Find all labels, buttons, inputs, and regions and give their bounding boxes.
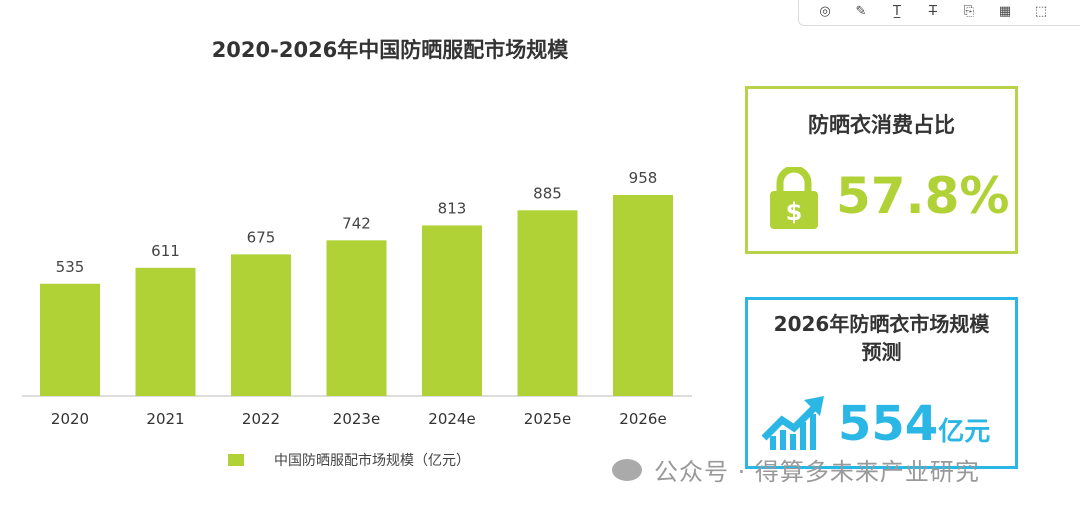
market-forecast-card: 2026年防晒衣市场规模 预测 554亿元 xyxy=(745,297,1018,469)
share-value: 57.8% xyxy=(836,167,1010,225)
card-title-line2: 预测 xyxy=(861,340,902,364)
data-label: 813 xyxy=(438,199,467,217)
forecast-unit: 亿元 xyxy=(938,417,991,447)
watermark-text: 公众号 · 得算多未来产业研究 xyxy=(654,458,980,486)
consumption-share-card: 防晒衣消费占比 $ 57.8% xyxy=(745,86,1018,254)
bar xyxy=(517,210,578,396)
legend-swatch xyxy=(228,454,244,466)
wechat-icon xyxy=(612,458,642,481)
crop-icon[interactable]: ⬚ xyxy=(1034,3,1048,19)
svg-text:$: $ xyxy=(786,198,803,226)
bar xyxy=(613,195,673,396)
x-tick-label: 2024e xyxy=(428,410,475,428)
bar xyxy=(326,240,387,396)
data-label: 958 xyxy=(629,169,658,187)
comment-icon[interactable]: ◎ xyxy=(819,3,831,19)
bar xyxy=(40,283,100,396)
data-label: 535 xyxy=(56,258,85,276)
bar xyxy=(135,267,196,396)
data-label: 675 xyxy=(247,228,276,246)
card-title: 防晒衣消费占比 xyxy=(808,113,955,137)
watermark: 公众号 · 得算多未来产业研究 xyxy=(612,452,980,487)
forecast-number: 554 xyxy=(838,396,939,452)
legend: 中国防晒服配市场规模（亿元） xyxy=(228,450,470,470)
x-tick-label: 2023e xyxy=(333,410,380,428)
pen-icon[interactable]: ✎ xyxy=(855,3,867,19)
text-underline-icon[interactable]: T̲ xyxy=(893,3,901,19)
legend-label: 中国防晒服配市场规模（亿元） xyxy=(274,453,470,469)
strikethrough-icon[interactable]: T̶ xyxy=(929,3,937,19)
data-label: 611 xyxy=(151,242,180,260)
data-label: 742 xyxy=(342,214,371,232)
x-tick-label: 2021 xyxy=(146,410,184,428)
chart-title: 2020-2026年中国防晒服配市场规模 xyxy=(211,38,569,62)
bar xyxy=(231,254,291,396)
bar xyxy=(422,225,482,396)
card-title: 2026年防晒衣市场规模 预测 xyxy=(748,310,1015,366)
lock-dollar-icon: $ xyxy=(770,167,818,229)
x-tick-label: 2022 xyxy=(242,410,280,428)
data-label: 885 xyxy=(533,184,562,202)
card-title-line1: 2026年防晒衣市场规模 xyxy=(773,312,990,336)
forecast-value: 554亿元 xyxy=(838,396,990,452)
highlight-icon[interactable]: ▦ xyxy=(998,3,1012,19)
growth-chart-icon xyxy=(762,396,824,450)
bar-chart: 535 2020 611 2021 675 2022 742 2023e 813 2024e 885… xyxy=(22,169,692,428)
x-tick-label: 2026e xyxy=(619,410,666,428)
annotation-toolbar: ◎ ✎ T̲ T̶ ⎘ ▦ ⬚ xyxy=(798,0,1080,26)
x-tick-label: 2025e xyxy=(524,410,571,428)
x-tick-label: 2020 xyxy=(51,410,89,428)
translate-icon[interactable]: ⎘ xyxy=(963,3,975,19)
